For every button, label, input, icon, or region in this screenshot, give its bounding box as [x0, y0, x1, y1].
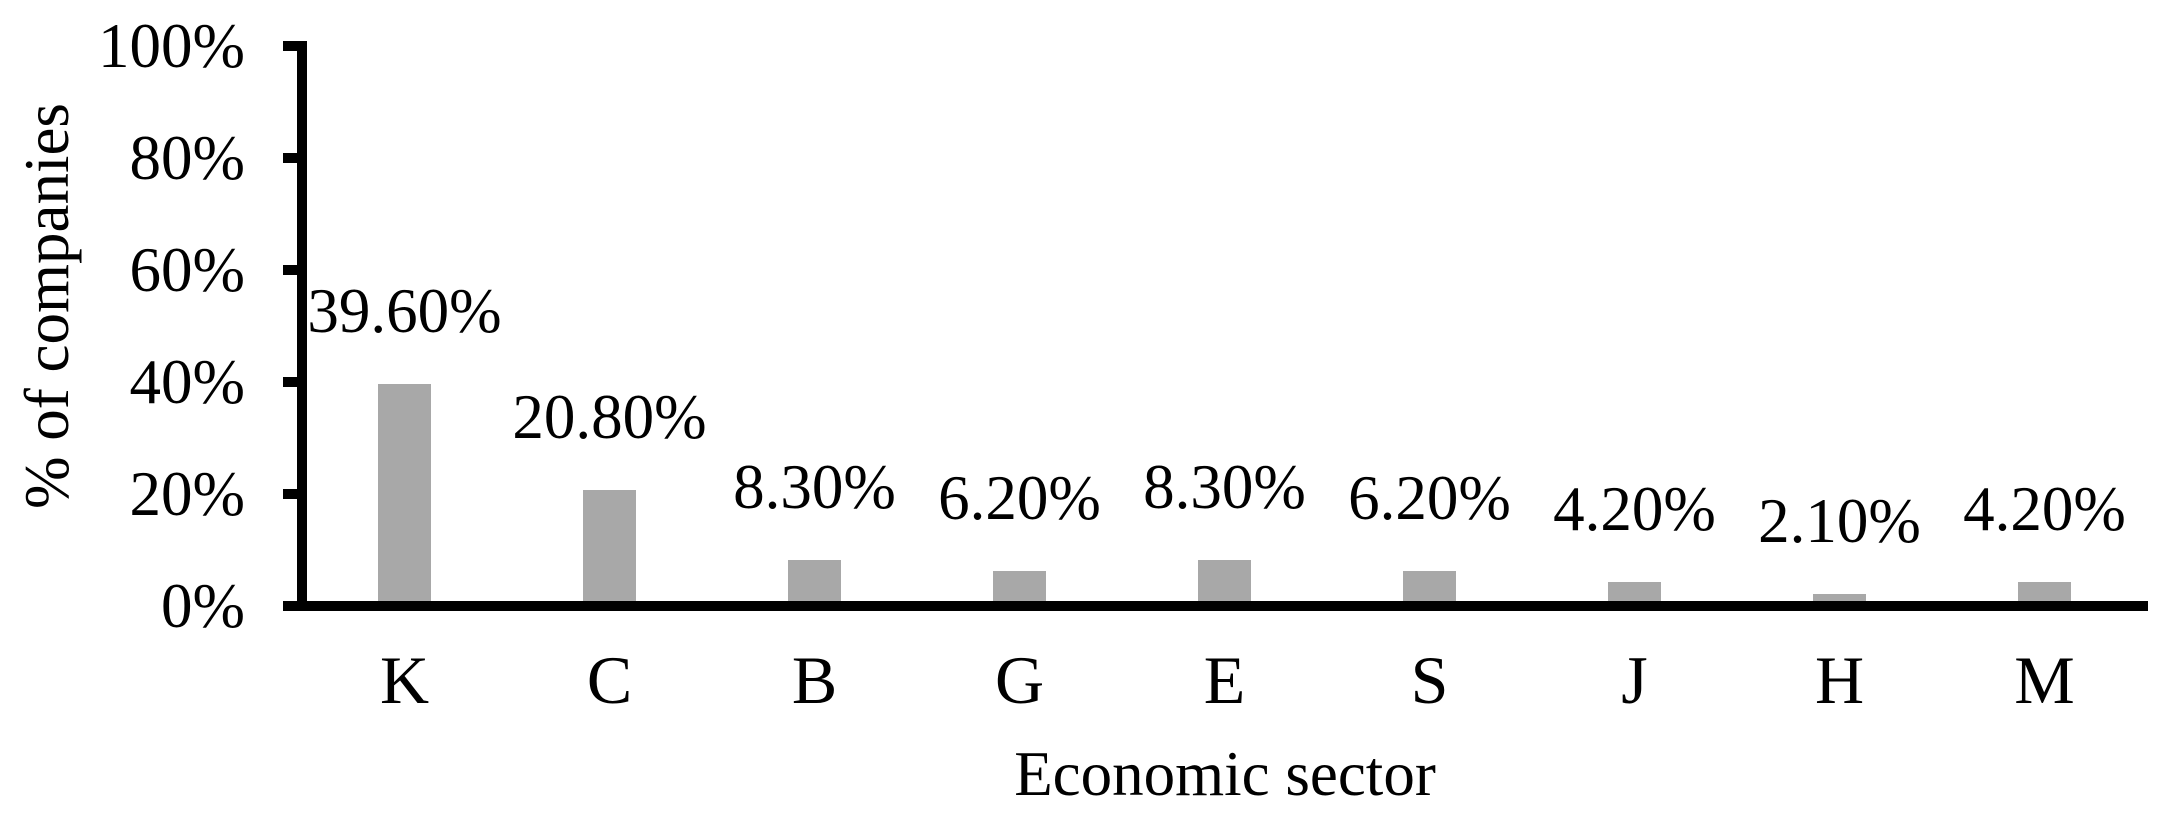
y-tick-label: 60%	[129, 235, 245, 305]
x-axis-title: Economic sector	[1014, 739, 1436, 809]
category-label-G: G	[994, 642, 1045, 718]
category-label-K: K	[379, 642, 430, 718]
bar-K	[378, 384, 431, 606]
bar-E	[1198, 560, 1251, 606]
value-label-K: 39.60%	[307, 276, 502, 346]
x-axis-line	[283, 601, 2148, 611]
category-label-J: J	[1621, 642, 1648, 718]
bar-B	[788, 560, 841, 606]
value-label-J: 4.20%	[1553, 474, 1716, 544]
y-tick-label: 20%	[129, 459, 245, 529]
y-axis-tick	[283, 489, 307, 499]
y-tick-label: 40%	[129, 347, 245, 417]
y-axis-tick	[283, 41, 307, 51]
y-tick-label: 100%	[98, 11, 245, 81]
y-tick-label: 80%	[129, 123, 245, 193]
bar-C	[583, 490, 636, 606]
value-label-H: 2.10%	[1758, 486, 1921, 556]
bar-S	[1403, 571, 1456, 606]
value-label-G: 6.20%	[938, 463, 1101, 533]
category-label-M: M	[2014, 642, 2075, 718]
y-axis-tick	[283, 377, 307, 387]
y-axis-tick	[283, 153, 307, 163]
value-label-M: 4.20%	[1963, 474, 2126, 544]
y-axis-tick	[283, 265, 307, 275]
value-label-E: 8.30%	[1143, 452, 1306, 522]
y-axis-line	[297, 42, 307, 611]
value-label-C: 20.80%	[512, 382, 707, 452]
y-tick-label: 0%	[161, 571, 245, 641]
category-label-B: B	[791, 642, 838, 718]
category-label-E: E	[1203, 642, 1246, 718]
category-label-S: S	[1410, 642, 1449, 718]
value-label-B: 8.30%	[733, 452, 896, 522]
category-label-H: H	[1814, 642, 1865, 718]
category-label-C: C	[586, 642, 633, 718]
value-label-S: 6.20%	[1348, 463, 1511, 533]
bar-G	[993, 571, 1046, 606]
